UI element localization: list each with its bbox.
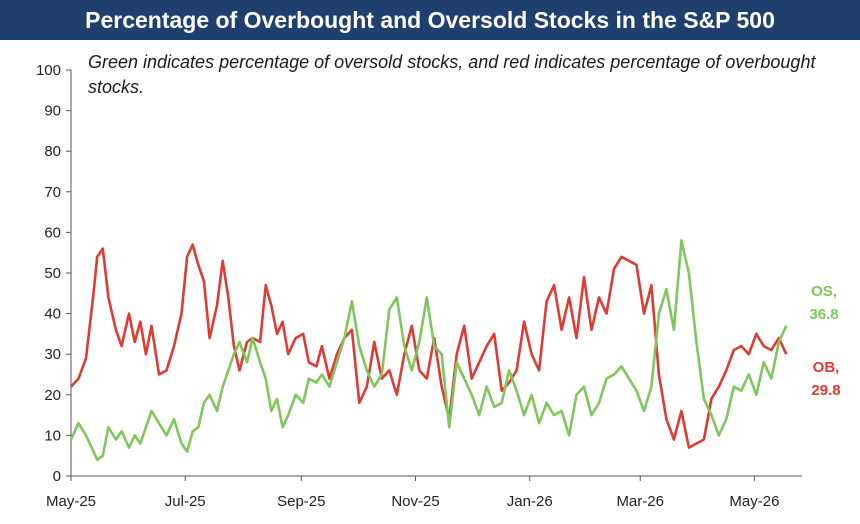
chart-title-bar: Percentage of Overbought and Oversold St… (0, 0, 860, 40)
series-end-value-ob: 29.8 (811, 382, 840, 399)
y-tick-label: 80 (44, 143, 61, 160)
axes (70, 70, 802, 477)
y-tick-label: 60 (44, 224, 61, 241)
x-tick-label: Jan-26 (507, 493, 553, 510)
x-axis-ticks: May-25 Jul-25 Sep-25 Nov-25 Jan-26 Mar-26 May-… (46, 476, 779, 510)
y-tick-label: 90 (44, 103, 61, 120)
series-name-label-ob: OB, (813, 359, 840, 376)
y-tick-label: 40 (44, 306, 61, 323)
end-labels: OB, 29.8 OS, 36.8 (809, 283, 840, 399)
x-tick-label: Sep-25 (277, 493, 325, 510)
series-line-ob (70, 243, 788, 449)
series-end-value-os: 36.8 (809, 306, 838, 323)
y-tick-label: 20 (44, 387, 61, 404)
x-tick-label: Nov-25 (391, 493, 439, 510)
y-axis-ticks: 0 10 20 30 40 50 60 70 80 90 100 (36, 62, 71, 485)
y-tick-label: 100 (36, 62, 61, 79)
y-tick-label: 10 (44, 427, 61, 444)
y-tick-label: 50 (44, 265, 61, 282)
series-layer (69, 239, 788, 462)
y-tick-label: 70 (44, 184, 61, 201)
chart-title: Percentage of Overbought and Oversold St… (85, 6, 775, 33)
x-tick-label: Mar-26 (616, 493, 664, 510)
y-tick-label: 30 (44, 346, 61, 363)
x-tick-label: May-26 (729, 493, 779, 510)
series-name-label-os: OS, (811, 283, 837, 300)
chart-subtitle: Green indicates percentage of oversold s… (88, 52, 816, 97)
y-tick-label: 0 (53, 468, 61, 485)
x-tick-label: Jul-25 (165, 493, 206, 510)
x-tick-label: May-25 (46, 493, 96, 510)
series-line-os (69, 239, 788, 462)
